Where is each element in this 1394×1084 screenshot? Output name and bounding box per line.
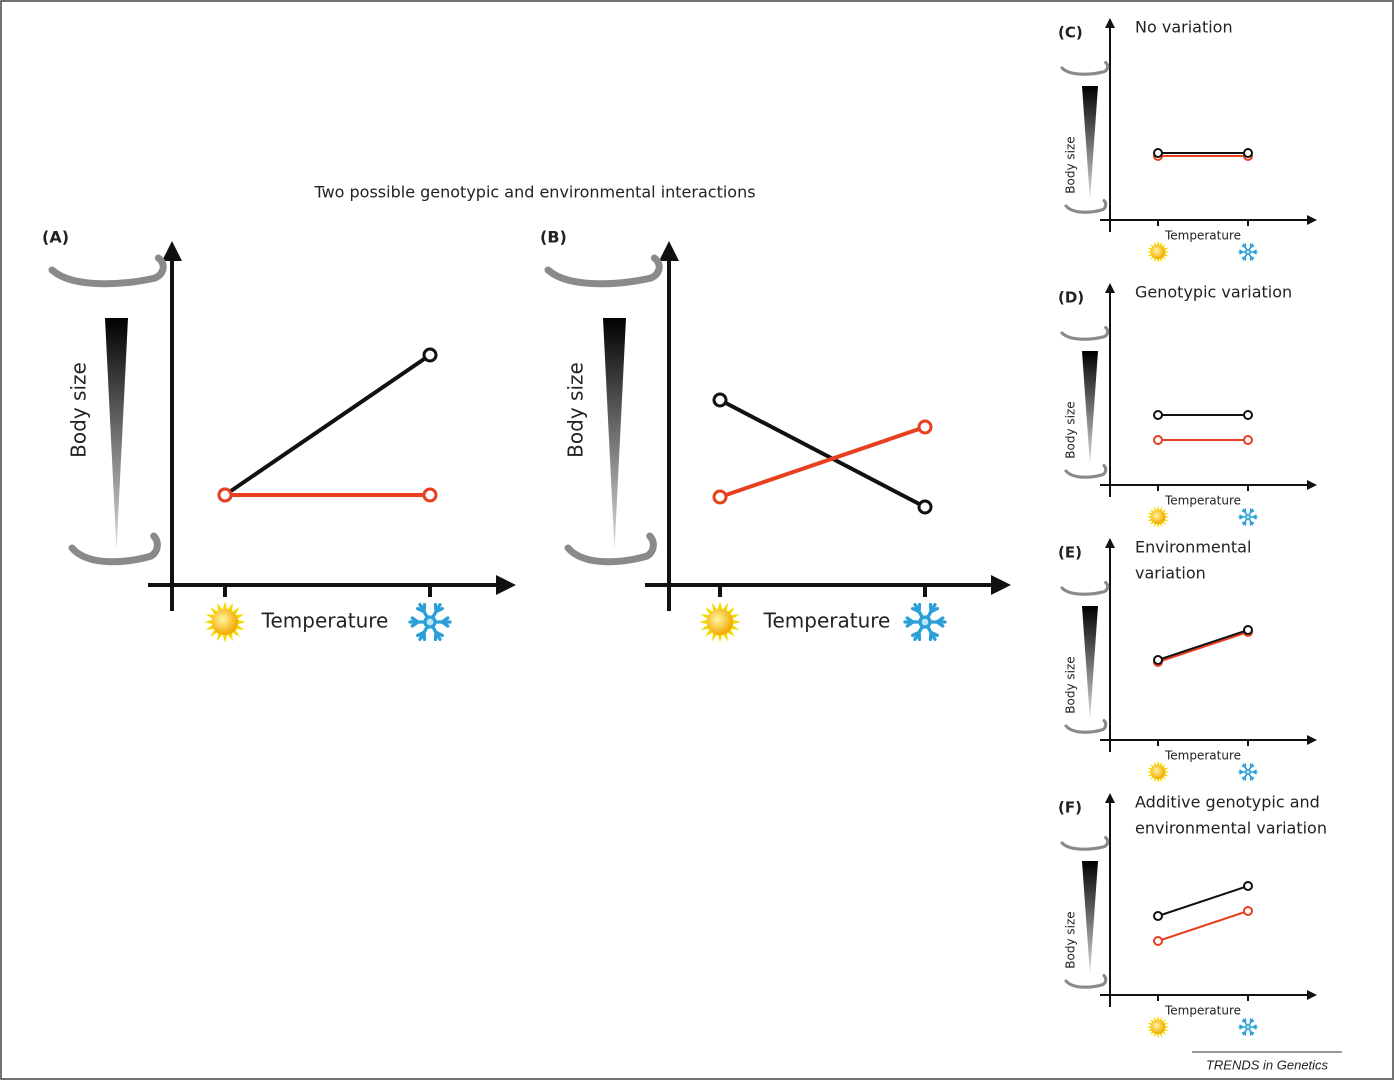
snowflake-branch	[930, 605, 931, 612]
x-axis-label: Temperature	[261, 609, 389, 633]
footer: TRENDS in Genetics	[1206, 1057, 1329, 1072]
panel-heading: No variation	[1135, 18, 1233, 37]
snowflake-core	[1246, 770, 1251, 775]
x-axis-label: Temperature	[1164, 749, 1241, 763]
trend-point	[714, 394, 726, 406]
trend-point	[1154, 411, 1162, 419]
trend-point	[1154, 149, 1162, 157]
panel-label: (E)	[1058, 544, 1082, 562]
x-axis-label: Temperature	[1164, 1004, 1241, 1018]
x-axis-label: Temperature	[1164, 229, 1241, 243]
figure-title: Two possible genotypic and environmental…	[313, 183, 755, 202]
snowflake-icon	[1239, 244, 1257, 260]
panel-heading: Environmental	[1135, 538, 1251, 557]
sun-icon	[204, 601, 246, 643]
sun-disc	[212, 609, 238, 635]
snowflake-core	[920, 617, 930, 627]
trend-point	[424, 349, 436, 361]
trend-point	[1154, 436, 1162, 444]
trend-point	[219, 489, 231, 501]
trend-line	[225, 355, 430, 495]
panel-heading: variation	[1135, 564, 1206, 583]
panel-heading: Additive genotypic and	[1135, 793, 1320, 812]
trend-point	[1244, 882, 1252, 890]
worm	[1066, 201, 1106, 213]
snowflake-branch	[919, 632, 920, 639]
trend-line	[720, 400, 925, 507]
sun-disc	[707, 609, 733, 635]
trend-line	[1158, 911, 1248, 941]
worm	[72, 536, 157, 562]
snowflake-core	[1246, 1025, 1251, 1030]
y-axis-label: Body size	[1064, 656, 1078, 713]
panel-label: (C)	[1058, 24, 1083, 42]
worm	[568, 536, 653, 562]
sun-icon	[1147, 1016, 1169, 1038]
sun-icon	[1147, 506, 1169, 528]
size-wedge	[1082, 86, 1098, 200]
trend-point	[1154, 912, 1162, 920]
size-wedge	[603, 318, 626, 550]
y-axis-label: Body size	[1064, 136, 1078, 193]
figure: Two possible genotypic and environmental…	[0, 0, 1394, 1080]
x-axis-label: Temperature	[1164, 494, 1241, 508]
y-axis-label: Body size	[564, 362, 588, 458]
worm	[1062, 583, 1108, 595]
panel-label: (F)	[1058, 799, 1082, 817]
sun-disc	[1151, 1020, 1165, 1034]
worm	[52, 258, 163, 284]
size-wedge	[1082, 351, 1098, 465]
trend-point	[1244, 149, 1252, 157]
y-axis-label: Body size	[1064, 911, 1078, 968]
sun-icon	[1147, 241, 1169, 263]
sun-disc	[1151, 510, 1165, 524]
panel-label: (B)	[540, 228, 567, 247]
worm	[1066, 466, 1106, 478]
snowflake-core	[425, 617, 435, 627]
snowflake-icon	[1239, 509, 1257, 525]
worm	[1066, 976, 1106, 988]
size-wedge	[105, 318, 128, 550]
trend-point	[1244, 907, 1252, 915]
size-wedge	[1082, 606, 1098, 720]
snowflake-branch	[424, 632, 425, 639]
sun-disc	[1151, 245, 1165, 259]
trend-point	[1154, 656, 1162, 664]
sun-icon	[699, 601, 741, 643]
trend-point	[1244, 626, 1252, 634]
sun-disc	[1151, 765, 1165, 779]
trend-point	[424, 489, 436, 501]
trend-line	[720, 427, 925, 497]
snowflake-icon	[1239, 1019, 1257, 1035]
worm	[1062, 838, 1108, 850]
trend-point	[714, 491, 726, 503]
y-axis-label: Body size	[1064, 401, 1078, 458]
snowflake-branch	[435, 605, 436, 612]
trend-point	[1244, 411, 1252, 419]
trend-line	[1158, 630, 1248, 660]
trend-line	[1158, 632, 1248, 662]
trend-point	[1244, 436, 1252, 444]
worm	[1062, 328, 1108, 340]
worm	[1066, 721, 1106, 733]
panel-label: (D)	[1058, 289, 1084, 307]
snowflake-icon	[410, 605, 450, 640]
snowflake-icon	[1239, 764, 1257, 780]
trend-line	[1158, 886, 1248, 916]
panel-label: (A)	[42, 228, 69, 247]
panel-heading: Genotypic variation	[1135, 283, 1292, 302]
worm	[548, 258, 659, 284]
trend-point	[1154, 937, 1162, 945]
sun-icon	[1147, 761, 1169, 783]
size-wedge	[1082, 861, 1098, 975]
snowflake-icon	[905, 605, 945, 640]
snowflake-core	[1246, 250, 1251, 255]
worm	[1062, 63, 1108, 75]
trend-point	[919, 421, 931, 433]
panel-heading: environmental variation	[1135, 819, 1327, 838]
trend-point	[919, 501, 931, 513]
x-axis-label: Temperature	[763, 609, 891, 633]
y-axis-label: Body size	[67, 362, 91, 458]
snowflake-core	[1246, 515, 1251, 520]
